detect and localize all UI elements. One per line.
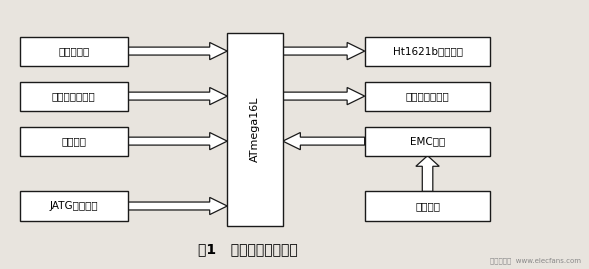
Text: Ht1621b液晶显示: Ht1621b液晶显示	[392, 46, 462, 56]
Bar	[19, 82, 128, 111]
Text: 模拟量输入: 模拟量输入	[58, 46, 90, 56]
Text: 电源输入: 电源输入	[415, 201, 440, 211]
Bar	[227, 33, 283, 226]
Polygon shape	[128, 43, 227, 60]
Bar	[365, 37, 491, 66]
Bar	[365, 126, 491, 156]
Bar	[365, 82, 491, 111]
Polygon shape	[128, 87, 227, 105]
Text: 图1   系统硬件总体框图: 图1 系统硬件总体框图	[198, 242, 297, 256]
Text: EMC滤波: EMC滤波	[410, 136, 445, 146]
Text: 数字开关量输入: 数字开关量输入	[52, 91, 95, 101]
Polygon shape	[128, 133, 227, 150]
Text: JATG调试接口: JATG调试接口	[49, 201, 98, 211]
Text: 按键输入: 按键输入	[61, 136, 86, 146]
Bar	[19, 126, 128, 156]
Bar	[365, 192, 491, 221]
Polygon shape	[283, 43, 365, 60]
Polygon shape	[416, 156, 439, 192]
Polygon shape	[128, 197, 227, 215]
Bar	[19, 37, 128, 66]
Polygon shape	[283, 87, 365, 105]
Bar	[19, 192, 128, 221]
Text: 继电器输出控制: 继电器输出控制	[406, 91, 449, 101]
Text: ATmega16L: ATmega16L	[250, 97, 260, 162]
Text: 电子发烧友  www.elecfans.com: 电子发烧友 www.elecfans.com	[490, 258, 581, 264]
Polygon shape	[283, 133, 365, 150]
